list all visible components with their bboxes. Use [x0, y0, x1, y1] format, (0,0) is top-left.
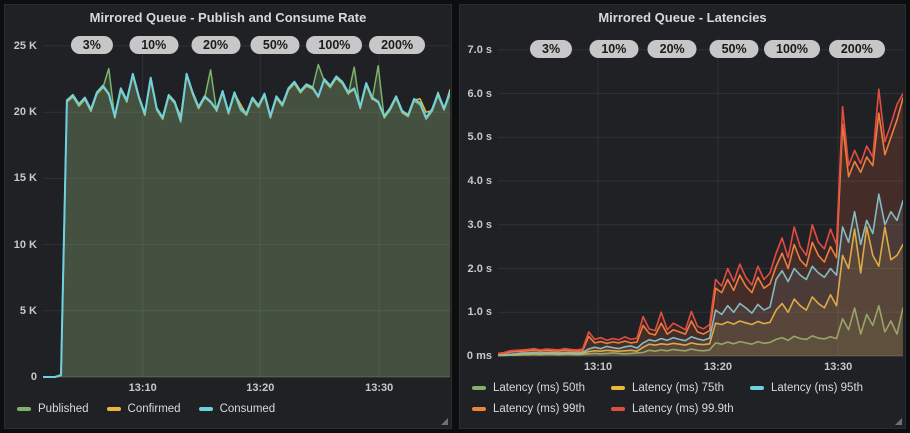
legend-series-label: Latency (ms) 99th — [493, 402, 586, 415]
legend-series-color — [472, 406, 486, 411]
x-axis-tick-label: 13:30 — [365, 382, 394, 394]
load-annotation-pill[interactable]: 3% — [70, 35, 113, 54]
legend-series-color — [198, 406, 213, 411]
y-axis-tick-label: 25 K — [13, 39, 37, 52]
load-annotation-pill[interactable]: 200% — [369, 35, 426, 54]
load-annotation-pill[interactable]: 100% — [306, 35, 363, 54]
y-axis-tick-label: 2.0 s — [467, 262, 492, 275]
y-axis-tick-label: 10 K — [13, 238, 37, 251]
x-axis-tick-label: 13:10 — [583, 361, 613, 373]
legend-item-latency-ms-95th[interactable]: Latency (ms) 95th — [750, 377, 889, 398]
y-axis: 0 ms 1.0 s 2.0 s 3.0 s 4.0 s 5.0 s 6.0 s 7.0 s — [460, 38, 498, 362]
plot-area[interactable]: 3% 10% 20% 50% 100% 200% — [498, 38, 903, 357]
plot-area[interactable]: 3% 10% 20% 50% 100% 200% — [43, 35, 450, 378]
y-axis-tick-label: 20 K — [13, 106, 37, 119]
load-annotation-pill[interactable]: 50% — [250, 35, 300, 54]
legend-series-color — [17, 406, 31, 411]
y-axis: 0 5 K 10 K 15 K 20 K 25 K — [5, 38, 43, 383]
legend-series-color — [750, 385, 764, 390]
load-annotation-pill[interactable]: 3% — [530, 39, 573, 58]
x-axis-tick-label: 13:30 — [824, 361, 853, 373]
load-annotation-pill[interactable]: 20% — [191, 35, 241, 54]
y-axis-tick-label: 6.0 s — [467, 87, 492, 100]
y-axis-tick-label: 0 ms — [466, 350, 492, 362]
legend-item-confirmed[interactable]: Confirmed — [106, 398, 181, 419]
load-annotation-pill[interactable]: 50% — [709, 39, 759, 58]
x-axis-tick-label: 13:20 — [703, 361, 732, 373]
legend-series-label: Consumed — [219, 402, 276, 415]
legend-series-color — [106, 406, 121, 411]
y-axis-tick-label: 4.0 s — [467, 175, 492, 188]
y-axis-tick-label: 5.0 s — [467, 131, 492, 144]
chart-region: 0 5 K 10 K 15 K 20 K 25 K 3% 10% 20% 50% 100% 200% — [5, 29, 451, 383]
y-axis-tick-label: 5 K — [19, 304, 37, 317]
x-axis: 13:10 13:20 13:30 — [498, 357, 903, 377]
legend-series-color — [472, 385, 486, 390]
load-annotation-pill[interactable]: 200% — [828, 39, 885, 58]
load-annotation-pill[interactable]: 20% — [647, 39, 697, 58]
chart-canvas[interactable] — [43, 38, 450, 378]
x-axis: 13:10 13:20 13:30 — [43, 378, 450, 398]
legend-series-label: Latency (ms) 99.9th — [632, 402, 734, 415]
legend-series-label: Confirmed — [127, 402, 181, 415]
legend-item-latency-ms-99-9th[interactable]: Latency (ms) 99.9th — [611, 398, 750, 419]
legend-series-label: Published — [38, 402, 89, 415]
y-axis-tick-label: 15 K — [13, 172, 37, 185]
panel-resize-handle[interactable] — [441, 418, 448, 425]
y-axis-tick-label: 7.0 s — [467, 43, 492, 56]
legend-item-latency-ms-99th[interactable]: Latency (ms) 99th — [472, 398, 611, 419]
y-axis-tick-label: 3.0 s — [467, 218, 492, 231]
legend-item-latency-ms-75th[interactable]: Latency (ms) 75th — [611, 377, 750, 398]
legend-item-published[interactable]: Published — [17, 398, 89, 419]
legend-series-label: Latency (ms) 50th — [493, 381, 586, 394]
legend-series-label: Latency (ms) 95th — [771, 381, 864, 394]
panel-title[interactable]: Mirrored Queue - Publish and Consume Rat… — [89, 10, 367, 25]
load-annotation-pill[interactable]: 10% — [129, 35, 179, 54]
y-axis-tick-label: 0 — [30, 371, 37, 383]
legend-series-color — [611, 406, 625, 411]
legend-series-color — [611, 385, 625, 390]
chart-legend: Published Confirmed Consumed — [5, 398, 451, 428]
x-axis-tick-label: 13:20 — [246, 382, 275, 394]
y-axis-tick-label: 1.0 s — [467, 306, 492, 319]
panel-title[interactable]: Mirrored Queue - Latencies — [598, 10, 767, 25]
chart-legend: Latency (ms) 50th Latency (ms) 75th Latenc… — [460, 377, 905, 428]
panel-resize-handle[interactable] — [895, 418, 902, 425]
legend-item-consumed[interactable]: Consumed — [198, 398, 276, 419]
panel-publish-consume-rate: Mirrored Queue - Publish and Consume Rat… — [4, 4, 452, 429]
chart-canvas[interactable] — [498, 38, 903, 357]
chart-region: 0 ms 1.0 s 2.0 s 3.0 s 4.0 s 5.0 s 6.0 s 7.0 s … — [460, 29, 905, 362]
legend-series-label: Latency (ms) 75th — [632, 381, 725, 394]
load-annotation-pill[interactable]: 100% — [764, 39, 821, 58]
load-annotation-pill[interactable]: 10% — [589, 39, 639, 58]
x-axis-tick-label: 13:10 — [128, 382, 157, 394]
panel-latencies: Mirrored Queue - Latencies 0 ms 1.0 s 2.0 … — [459, 4, 906, 429]
legend-item-latency-ms-50th[interactable]: Latency (ms) 50th — [472, 377, 611, 398]
